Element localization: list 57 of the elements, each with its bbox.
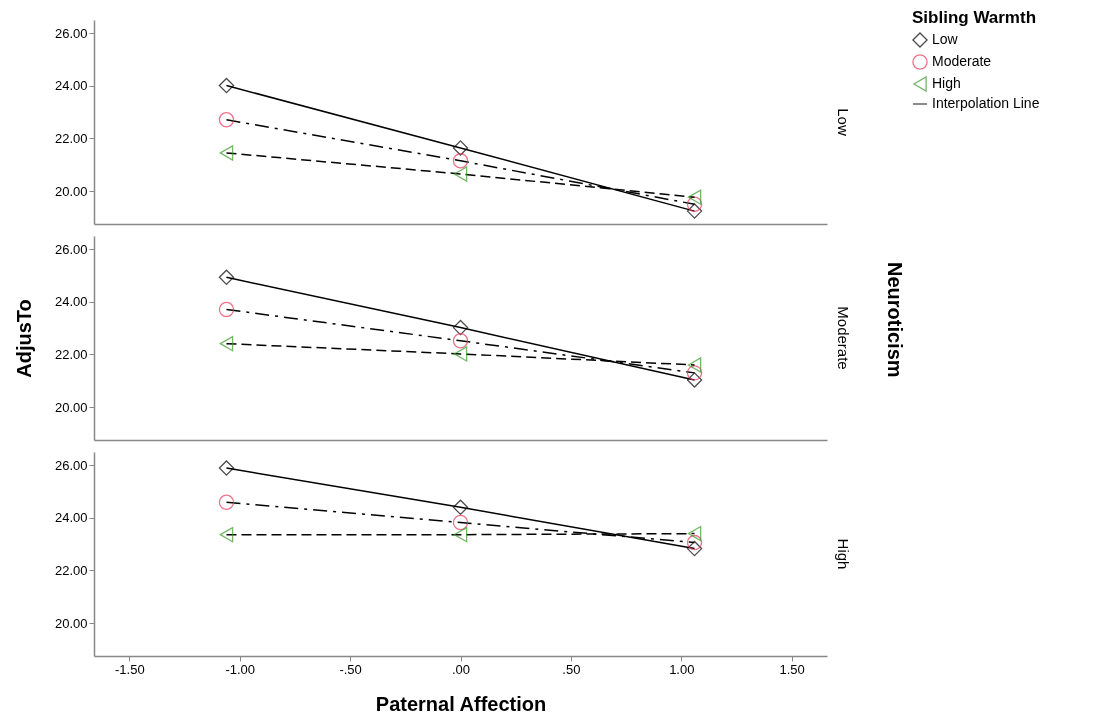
y-tick-label: 24.00 (54, 294, 88, 310)
point (218, 269, 235, 286)
point (686, 534, 703, 551)
point (452, 514, 469, 531)
y-tick-label: 26.00 (54, 241, 88, 257)
point (453, 346, 468, 362)
point (218, 494, 235, 510)
point (219, 145, 234, 161)
point (452, 319, 469, 336)
point (452, 499, 469, 515)
x-tick-label: -.50 (339, 661, 362, 677)
point (686, 540, 703, 557)
legend-label: Low (932, 31, 959, 47)
point (686, 372, 703, 388)
y-tick-label: 24.00 (54, 78, 88, 94)
text: Neuroticism (883, 262, 906, 378)
x-axis-title: Paternal Affection (375, 692, 547, 715)
point (453, 166, 468, 182)
point (219, 526, 234, 543)
point (452, 153, 469, 169)
point (218, 77, 235, 94)
point (687, 525, 702, 542)
point (218, 301, 235, 318)
point (453, 526, 468, 543)
y-tick-label: 20.00 (54, 615, 88, 631)
x-tick-label: -1.50 (115, 661, 145, 677)
legend-label: Moderate (932, 53, 992, 69)
point (686, 196, 703, 212)
text: High (835, 538, 852, 570)
point (452, 140, 469, 156)
y-tick-label: 24.00 (54, 510, 88, 526)
x-tick-label: .50 (562, 661, 581, 677)
point (686, 365, 703, 381)
y-axis-title: AdjusTo (12, 299, 35, 378)
legend-title: Sibling Warmth (912, 8, 1037, 27)
y-tick-label: 20.00 (54, 399, 88, 415)
x-tick-label: 1.50 (779, 661, 805, 677)
y-tick-label: 22.00 (54, 562, 88, 578)
y-tick-label: 22.00 (54, 130, 88, 146)
point (452, 333, 469, 349)
text: Moderate (835, 306, 852, 370)
point (218, 112, 235, 128)
x-tick-label: .00 (451, 661, 471, 677)
point (687, 357, 702, 373)
point (687, 189, 702, 205)
point (218, 460, 235, 476)
x-tick-label: 1.00 (669, 661, 695, 677)
y-tick-label: 20.00 (54, 183, 88, 199)
legend-label: High (932, 75, 961, 91)
point (219, 335, 234, 352)
text: Low (835, 108, 852, 136)
point (686, 203, 703, 219)
x-tick-label: -1.00 (225, 661, 256, 677)
y-tick-label: 22.00 (54, 346, 88, 362)
y-tick-label: 26.00 (54, 25, 88, 41)
text: Interpolation Line (932, 95, 1040, 111)
y-tick-label: 26.00 (54, 457, 88, 473)
